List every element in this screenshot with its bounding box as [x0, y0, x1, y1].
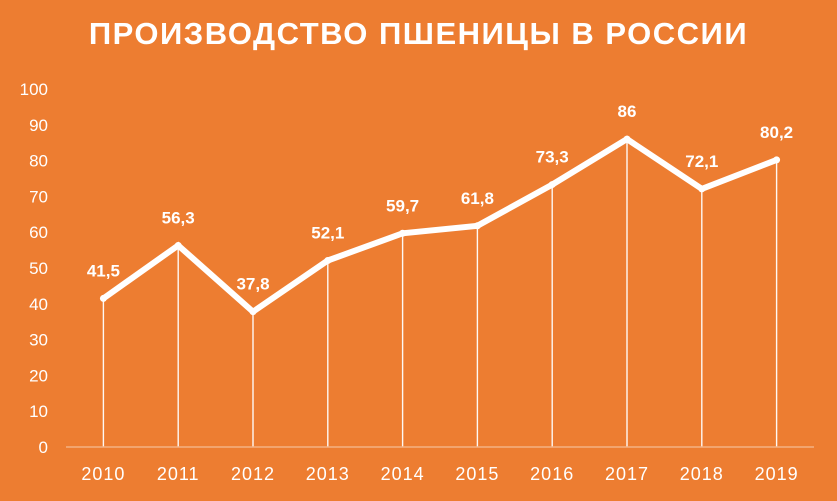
- data-point-2019: [773, 156, 781, 164]
- data-point-2017: [623, 135, 631, 143]
- y-tick-label: 50: [29, 259, 48, 278]
- x-tick-label-2019: 2019: [755, 464, 799, 484]
- data-label-2010: 41,5: [87, 261, 120, 280]
- x-tick-label-2010: 2010: [81, 464, 125, 484]
- data-point-2013: [324, 256, 332, 264]
- data-label-2018: 72,1: [685, 152, 718, 171]
- data-point-2014: [399, 229, 407, 237]
- data-label-2017: 86: [618, 102, 637, 121]
- data-label-2015: 61,8: [461, 189, 494, 208]
- data-labels: 41,5 56,3 37,8 52,1 59,7 61,8 73,3 86 72,1 80,2: [87, 102, 793, 294]
- y-tick-label: 40: [29, 295, 48, 314]
- data-point-2010: [99, 294, 107, 302]
- x-tick-label-2017: 2017: [605, 464, 649, 484]
- y-tick-label: 10: [29, 402, 48, 421]
- drop-lines: [102, 139, 778, 447]
- x-axis-ticks: 2010 2011 2012 2013 2014 2015 2016 2017 2018 2019: [81, 464, 799, 484]
- data-point-2015: [473, 222, 481, 230]
- data-label-2012: 37,8: [236, 275, 269, 294]
- series-line: [101, 135, 778, 316]
- data-point-2018: [698, 185, 706, 193]
- data-label-2016: 73,3: [536, 148, 569, 167]
- data-point-2012: [249, 308, 257, 316]
- x-tick-label-2011: 2011: [157, 464, 200, 484]
- x-tick-label-2014: 2014: [381, 464, 425, 484]
- y-tick-label: 60: [29, 223, 48, 242]
- y-tick-label: 0: [39, 438, 48, 457]
- data-points: [99, 135, 781, 316]
- y-axis-ticks: 0 10 20 30 40 50 60 70 80 90 100: [20, 80, 48, 457]
- y-tick-label: 70: [29, 187, 48, 206]
- x-tick-label-2016: 2016: [530, 464, 574, 484]
- x-tick-label-2013: 2013: [306, 464, 350, 484]
- x-tick-label-2015: 2015: [455, 464, 499, 484]
- data-label-2013: 52,1: [311, 223, 344, 242]
- data-label-2011: 56,3: [162, 208, 195, 227]
- chart-title: ПРОИЗВОДСТВО ПШЕНИЦЫ В РОССИИ: [88, 16, 749, 51]
- x-tick-label-2018: 2018: [680, 464, 724, 484]
- y-tick-label: 100: [20, 80, 48, 99]
- data-point-2016: [548, 181, 556, 189]
- data-label-2019: 80,2: [760, 123, 793, 142]
- y-tick-label: 20: [29, 366, 48, 385]
- y-tick-label: 30: [29, 331, 48, 350]
- data-label-2014: 59,7: [386, 196, 419, 215]
- x-tick-label-2012: 2012: [231, 464, 275, 484]
- y-tick-label: 80: [29, 152, 48, 171]
- y-tick-label: 90: [29, 116, 48, 135]
- data-point-2011: [174, 241, 182, 249]
